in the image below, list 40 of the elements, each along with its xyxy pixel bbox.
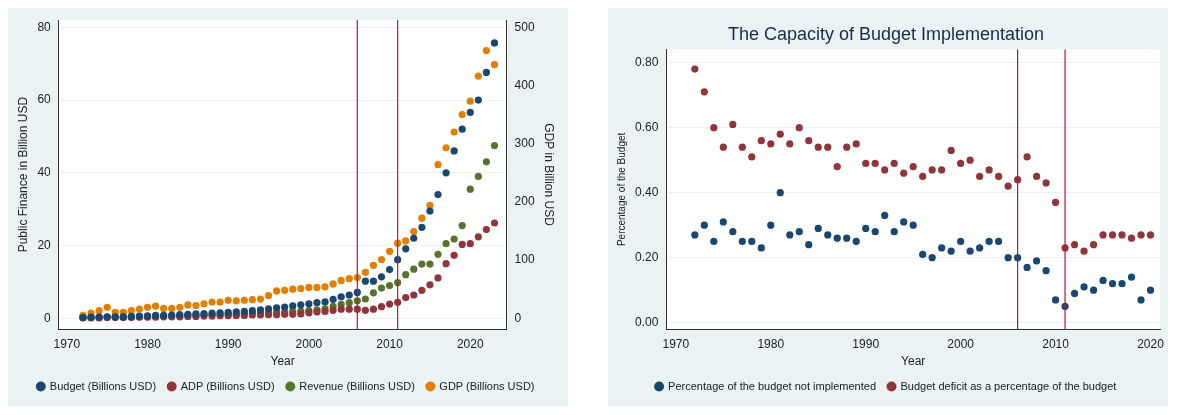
x-tick-label: 2010: [376, 336, 404, 351]
legend-label: GDP (Billions USD): [439, 379, 535, 392]
y2-tick-label: 100: [514, 252, 535, 267]
y-tick-label: 0.40: [635, 184, 659, 199]
x-tick-label: 2000: [947, 336, 975, 351]
chart-title: The Capacity of Budget Implementation: [727, 23, 1045, 44]
x-tick-label: 2010: [1042, 336, 1070, 351]
y-axis-title: Public Finance in Billion USD: [15, 96, 30, 253]
y-tick-label: 60: [37, 92, 52, 107]
y2-tick-label: 0: [514, 310, 522, 325]
x-tick-label: 1980: [757, 336, 785, 351]
x-tick-label: 2020: [456, 336, 484, 351]
x-tick-label: 2020: [1137, 336, 1165, 351]
y2-tick-label: 300: [514, 135, 535, 150]
x-axis-title: Year: [270, 354, 295, 369]
y-tick-label: 0: [44, 310, 52, 325]
y-tick-label: 0.80: [635, 54, 659, 69]
y-tick-label: 40: [37, 165, 52, 180]
y-tick-label: 0.60: [635, 119, 659, 134]
x-axis-title: Year: [901, 354, 926, 369]
x-tick-label: 1970: [53, 336, 81, 351]
y-tick-label: 0.00: [635, 315, 659, 330]
y-axis-title: Percentage of the Budget: [615, 132, 627, 247]
legend-label: Budget deficit as a percentage of the budget: [900, 379, 1117, 392]
y2-tick-label: 500: [514, 19, 535, 34]
y-tick-label: 80: [37, 19, 52, 34]
y-tick-label: 0.20: [635, 249, 659, 264]
x-tick-label: 1980: [134, 336, 162, 351]
y2-axis-title: GDP in Billion USD: [542, 123, 557, 227]
x-tick-label: 2000: [295, 336, 323, 351]
y2-tick-label: 200: [514, 194, 535, 209]
legend-label: Percentage of the budget not implemented: [668, 379, 877, 392]
x-tick-label: 1970: [662, 336, 690, 351]
legend-label: ADP (Billions USD): [180, 379, 275, 392]
x-tick-label: 1990: [214, 336, 242, 351]
legend-label: Budget (Billions USD): [49, 379, 157, 392]
x-tick-label: 1990: [852, 336, 880, 351]
y-tick-label: 20: [37, 237, 52, 252]
y2-tick-label: 400: [514, 77, 535, 92]
legend-label: Revenue (Billions USD): [299, 379, 415, 392]
